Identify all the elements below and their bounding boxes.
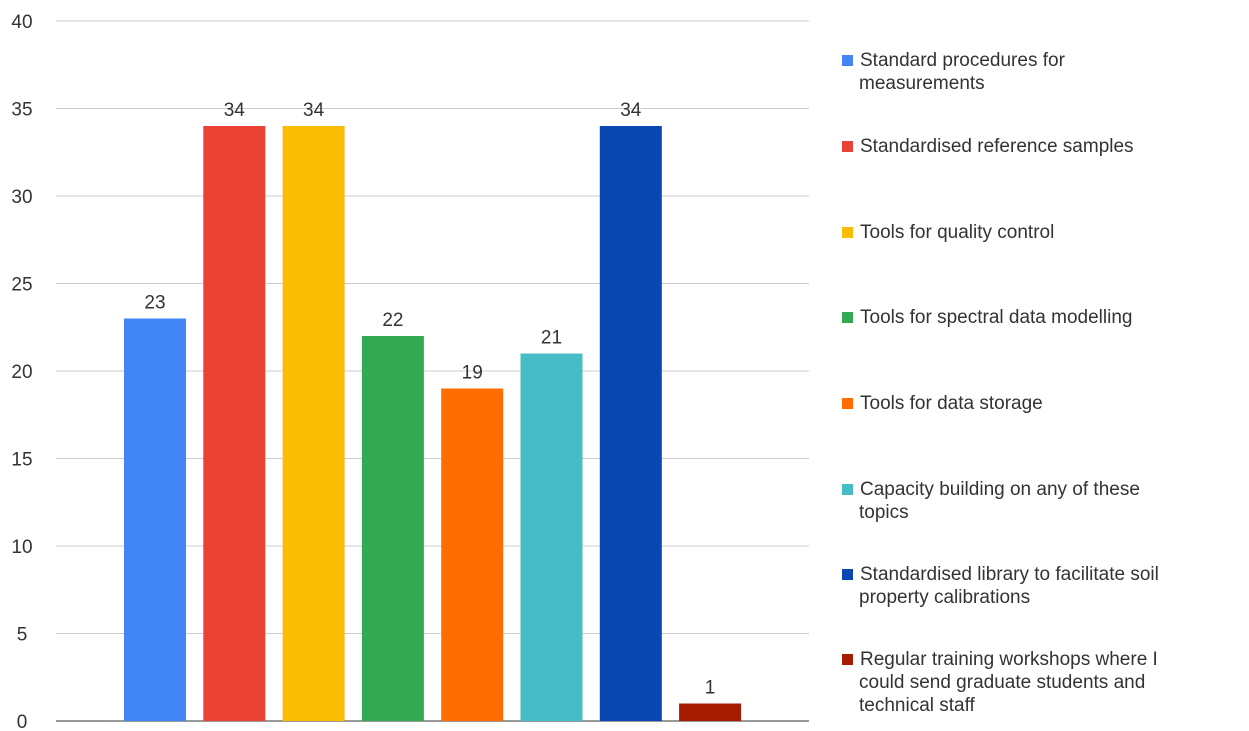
- bar: [520, 353, 583, 721]
- legend-label: property calibrations: [859, 587, 1030, 608]
- data-label: 34: [224, 100, 246, 121]
- y-tick-label: 20: [11, 362, 32, 383]
- y-tick-label: 5: [17, 625, 28, 646]
- y-tick-label: 10: [11, 537, 32, 558]
- y-tick-label: 35: [11, 100, 32, 121]
- legend-item: Tools for spectral data modelling: [842, 307, 1132, 328]
- y-tick-label: 40: [11, 12, 32, 33]
- legend-label: Standardised reference samples: [860, 136, 1134, 157]
- bar: [441, 388, 504, 721]
- legend-item: Regular training workshops where Icould …: [842, 649, 1158, 716]
- data-labels: 23 34 34 22 19 21 34 1: [144, 100, 715, 699]
- y-tick-label: 25: [11, 275, 32, 296]
- legend-label: Tools for data storage: [860, 393, 1043, 414]
- data-label: 19: [462, 363, 483, 384]
- data-label: 1: [705, 678, 716, 699]
- legend-item: Tools for quality control: [842, 222, 1054, 243]
- data-label: 23: [144, 293, 165, 314]
- y-tick-label: 30: [11, 187, 32, 208]
- legend-swatch: [842, 55, 853, 66]
- legend-swatch: [842, 227, 853, 238]
- legend-label: technical staff: [859, 695, 976, 716]
- legend-swatch: [842, 569, 853, 580]
- legend-label: Standardised library to facilitate soil: [860, 564, 1159, 585]
- bars: [124, 126, 742, 721]
- bar: [361, 336, 424, 721]
- data-label: 34: [620, 100, 642, 121]
- legend-swatch: [842, 312, 853, 323]
- legend-item: Tools for data storage: [842, 393, 1043, 414]
- legend-swatch: [842, 398, 853, 409]
- data-label: 22: [382, 310, 403, 331]
- bar: [599, 126, 662, 721]
- bar: [124, 318, 186, 721]
- y-tick-label: 0: [17, 712, 28, 731]
- legend-item: Standardised reference samples: [842, 136, 1134, 157]
- legend-label: Tools for spectral data modelling: [860, 307, 1132, 328]
- bar: [203, 126, 266, 721]
- y-tick-label: 15: [11, 450, 32, 471]
- bar: [679, 703, 742, 721]
- data-label: 34: [303, 100, 325, 121]
- y-axis-tick-labels: 0 5 10 15 20 25 30 35 40: [11, 12, 32, 731]
- legend-label: Standard procedures for: [860, 50, 1066, 71]
- legend-label: Tools for quality control: [860, 222, 1054, 243]
- bar: [282, 126, 345, 721]
- legend-label: Capacity building on any of these: [860, 479, 1140, 500]
- legend-label: measurements: [859, 73, 985, 94]
- legend-swatch: [842, 141, 853, 152]
- legend-label: topics: [859, 502, 909, 523]
- legend-item: Standardised library to facilitate soilp…: [842, 564, 1159, 608]
- legend-label: Regular training workshops where I: [860, 649, 1158, 670]
- legend: Standard procedures formeasurementsStand…: [842, 50, 1159, 716]
- data-label: 21: [541, 328, 562, 349]
- legend-swatch: [842, 654, 853, 665]
- legend-label: could send graduate students and: [859, 672, 1145, 693]
- legend-swatch: [842, 484, 853, 495]
